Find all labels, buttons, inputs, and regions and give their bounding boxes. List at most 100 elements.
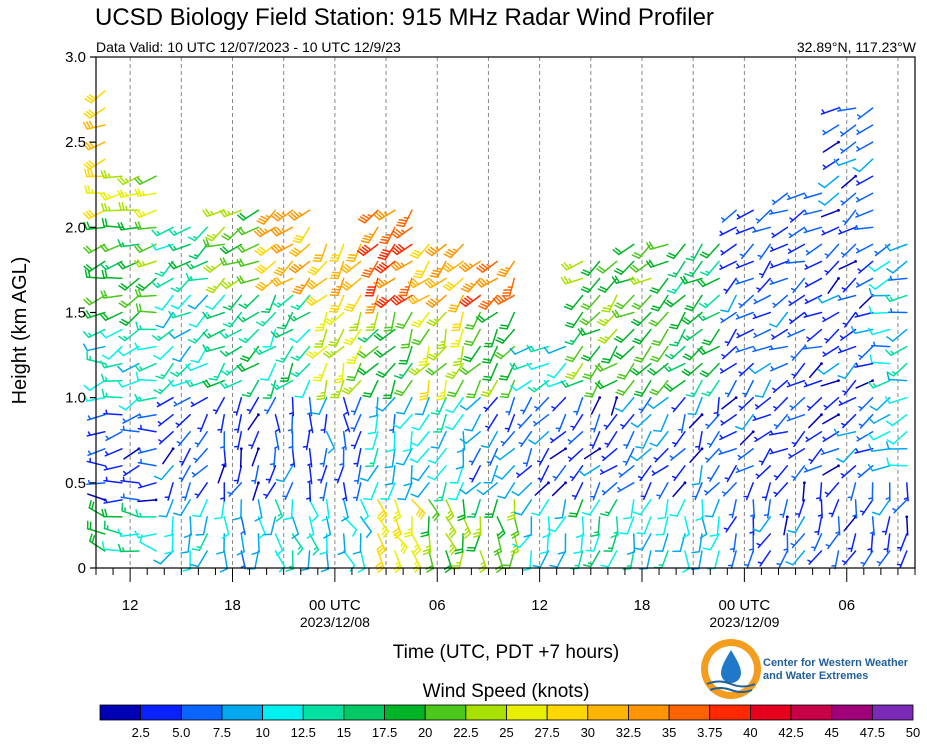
wind-barb bbox=[546, 362, 567, 379]
wind-barb bbox=[709, 516, 720, 537]
wind-barb bbox=[669, 448, 686, 461]
wind-barb bbox=[885, 345, 908, 357]
wind-barb bbox=[194, 482, 208, 499]
wind-barb bbox=[742, 379, 754, 398]
wind-barb bbox=[867, 463, 891, 472]
wind-barb bbox=[630, 362, 652, 376]
wind-barb bbox=[628, 276, 652, 285]
wind-barb bbox=[856, 430, 874, 442]
wind-barb bbox=[685, 379, 703, 398]
wind-barb bbox=[823, 396, 840, 411]
wind-barb bbox=[855, 243, 874, 254]
wind-barb bbox=[516, 465, 533, 478]
wind-barb bbox=[350, 430, 362, 450]
wind-barb bbox=[868, 305, 891, 315]
wind-barb bbox=[292, 226, 311, 244]
wind-barb bbox=[397, 482, 413, 501]
wind-barb bbox=[837, 106, 857, 112]
wind-barb bbox=[735, 311, 754, 320]
wind-barb bbox=[560, 260, 584, 271]
wind-barb bbox=[134, 393, 157, 402]
wind-barb bbox=[856, 175, 874, 186]
wind-barb bbox=[398, 345, 413, 365]
wind-barb bbox=[807, 550, 823, 565]
wind-barb bbox=[582, 499, 601, 516]
wind-barb bbox=[390, 294, 413, 306]
wind-barb bbox=[838, 226, 857, 235]
wind-barb bbox=[197, 413, 208, 433]
wind-barb bbox=[368, 396, 379, 418]
wind-barb bbox=[650, 345, 669, 363]
wind-barb bbox=[803, 226, 823, 234]
wind-barb bbox=[202, 238, 226, 248]
wind-barb bbox=[720, 209, 737, 223]
wind-barb bbox=[590, 413, 601, 433]
wind-barb bbox=[753, 294, 772, 305]
wind-barb bbox=[888, 275, 908, 281]
wind-barb bbox=[616, 362, 635, 380]
wind-barb bbox=[329, 243, 345, 262]
wind-barb bbox=[620, 413, 635, 430]
logo-line-1: Center for Western Weather bbox=[763, 657, 909, 669]
wind-barb bbox=[294, 379, 311, 398]
wind-barb bbox=[738, 396, 754, 411]
wind-barb bbox=[822, 311, 840, 323]
wind-barb bbox=[82, 140, 106, 151]
wind-barb bbox=[375, 396, 396, 412]
wind-barb bbox=[365, 311, 379, 331]
wind-barb bbox=[854, 311, 874, 318]
wind-barb bbox=[888, 308, 908, 314]
colorbar-tick-label: 32.5 bbox=[616, 725, 641, 740]
wind-barb bbox=[549, 550, 567, 568]
wind-barb bbox=[763, 499, 772, 519]
wind-barb bbox=[580, 260, 601, 277]
wind-barb bbox=[633, 345, 652, 363]
wind-barb bbox=[649, 430, 669, 447]
wind-barb bbox=[814, 516, 823, 536]
wind-barb bbox=[729, 533, 737, 553]
wind-barb bbox=[614, 294, 635, 310]
wind-barb bbox=[283, 499, 294, 521]
wind-barb bbox=[785, 258, 806, 264]
wind-barb bbox=[339, 260, 362, 274]
colorbar-swatch bbox=[262, 704, 304, 721]
wind-barb bbox=[134, 175, 157, 186]
wind-barb bbox=[817, 175, 840, 189]
wind-barb bbox=[640, 482, 652, 501]
wind-barb bbox=[721, 482, 737, 497]
wind-barb bbox=[233, 413, 243, 434]
wind-barb bbox=[868, 260, 891, 272]
wind-barb bbox=[342, 413, 351, 433]
wind-barb bbox=[769, 243, 789, 252]
wind-barb bbox=[699, 516, 708, 539]
wind-barb bbox=[822, 464, 840, 476]
wind-barb bbox=[720, 311, 737, 324]
wind-barb bbox=[84, 185, 106, 195]
colorbar-swatch bbox=[465, 704, 507, 721]
wind-barb bbox=[135, 277, 157, 292]
wind-barb bbox=[721, 396, 738, 410]
wind-barb bbox=[185, 379, 208, 388]
wind-barb bbox=[117, 543, 140, 553]
wind-barb bbox=[743, 550, 754, 569]
wind-barb bbox=[494, 345, 516, 360]
wind-barb bbox=[236, 226, 260, 236]
wind-barb bbox=[600, 345, 618, 364]
wind-barb bbox=[377, 499, 388, 522]
wind-barb bbox=[704, 448, 720, 463]
wind-barb bbox=[757, 243, 772, 260]
wind-barb bbox=[838, 260, 857, 270]
wind-barb bbox=[83, 158, 106, 170]
wind-barb bbox=[858, 345, 874, 360]
wind-barb bbox=[713, 396, 720, 417]
wind-barb bbox=[518, 430, 533, 448]
wind-barb bbox=[704, 482, 720, 496]
colorbar-swatch bbox=[506, 704, 548, 721]
wind-barb bbox=[164, 533, 174, 555]
wind-barb bbox=[202, 311, 226, 320]
wind-barb bbox=[719, 362, 737, 374]
wind-barb bbox=[480, 430, 499, 449]
wind-barb bbox=[419, 379, 430, 401]
wind-barb bbox=[180, 533, 191, 554]
wind-barb bbox=[187, 328, 208, 344]
